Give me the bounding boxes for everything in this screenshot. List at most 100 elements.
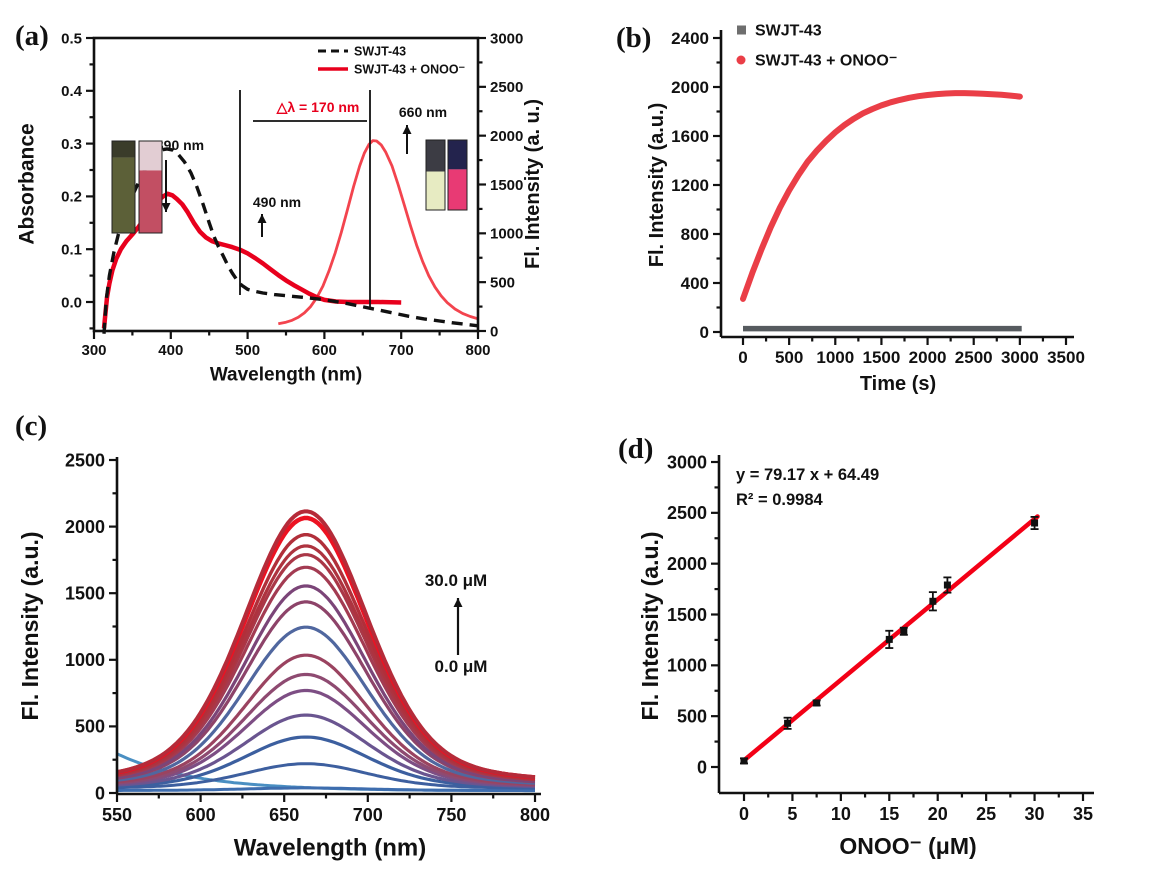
x-tick-label: 15 [879,804,899,824]
y2-tick-label: 1500 [490,177,523,194]
panel-d-chart: y = 79.17 x + 64.49 R² = 0.9984 0 5 10 15 20 25… [637,452,1094,859]
calibration-points-marker [740,757,748,765]
y2-axis-title: Fl. Intensity (a. u.) [522,99,544,269]
x-tick-label: 0 [739,804,749,824]
x-tick-label: 2000 [909,348,947,367]
y2-tick-label: 2000 [490,128,523,145]
x-tick-label: 10 [831,804,851,824]
arrow-head-icon [453,598,463,607]
spectrum-2 [117,762,535,790]
spectrum-4 [116,713,536,788]
y-axis-title: Fl. Intensity (a.u.) [17,531,43,720]
min-concentration-label: 0.0 μM [435,657,488,676]
spectrum-3 [116,735,535,789]
max-concentration-label: 30.0 μM [425,571,487,590]
arrow-head-icon [402,125,412,134]
y-tick-label: 400 [681,274,709,293]
panel-a: (a) △λ = 170 nm 390 nm 490 nm 660 nm 300 400 5… [0,0,586,400]
x-tick-label: 800 [520,805,550,825]
y-tick-label: 2000 [667,554,707,574]
calibration-points-marker [784,719,792,727]
y-tick-label: 800 [681,225,709,244]
panel-a-chart: △λ = 170 nm 390 nm 490 nm 660 nm 300 400 500 60… [15,30,544,385]
swjt43-onoo-kinetics [740,90,1023,302]
calibration-points-marker [943,581,951,589]
y-tick-label: 2400 [671,29,709,48]
y-tick-label: 0.2 [61,189,82,206]
y2-tick-label: 3000 [490,30,523,47]
x-tick-label: 5 [787,804,797,824]
y2-tick-label: 1000 [490,226,523,243]
x-tick-label: 700 [389,342,414,359]
x-tick-label: 550 [102,805,132,825]
panel-d: (d) y = 79.17 x + 64.49 R² = 0.9984 0 5 10 15… [586,400,1173,883]
panel-b-chart: 0 500 1000 1500 2000 2500 3000 3500 Time (s) 0 400… [646,23,1085,395]
y-tick-label: 0.5 [61,30,82,47]
swjt43-onoo-absorbance [101,191,402,329]
y-tick-label: 500 [75,717,105,737]
r-squared-label: R² = 0.9984 [736,491,824,509]
y-tick-label: 3000 [667,452,707,472]
fit-equation-label: y = 79.17 x + 64.49 [736,466,879,484]
y-axis-title: Absorbance [15,123,38,244]
delta-lambda-label: △λ = 170 nm [276,99,360,115]
x-tick-label: 2500 [955,348,993,367]
daylight-cuvette-photo [112,157,135,233]
x-tick-label: 30 [1025,804,1045,824]
peak-490-label: 490 nm [253,194,301,210]
y-tick-label: 0 [697,757,707,777]
x-tick-label: 650 [269,805,299,825]
x-tick-label: 300 [81,342,106,359]
legend-label: SWJT-43 [755,23,822,40]
y-tick-label: 2000 [65,517,105,537]
x-tick-label: 500 [235,342,260,359]
y-tick-label: 2500 [667,503,707,523]
y-tick-label: 500 [677,706,707,726]
x-tick-label: 25 [976,804,996,824]
x-tick-label: 0 [738,348,747,367]
panel-b-label: (b) [616,22,652,54]
y-tick-label: 1200 [671,176,709,195]
legend-square-icon [737,25,746,35]
y-tick-label: 2500 [65,450,105,470]
calibration-points-marker [813,699,821,707]
x-axis-title: Wavelength (nm) [234,834,426,861]
y-tick-label: 0 [95,783,105,803]
legend-label: SWJT-43 + ONOO⁻ [755,53,897,70]
y-axis-title: Fl. Intensity (a.u.) [646,103,668,267]
spectrum-8 [116,625,536,785]
y2-tick-label: 500 [490,274,515,291]
y-tick-label: 0.1 [61,241,82,258]
arrow-head-icon [257,214,267,223]
y-tick-label: 0.4 [61,83,83,100]
x-tick-label: 1500 [863,348,901,367]
spectrum-10 [116,584,536,783]
panel-a-label: (a) [15,20,49,52]
x-tick-label: 35 [1073,804,1093,824]
calibration-points-marker [900,627,908,635]
panel-c-chart: 30.0 μM 0.0 μM 550 600 650 700 750 800 Wavelengt… [17,450,550,861]
x-tick-label: 400 [158,342,183,359]
x-axis-title: Time (s) [860,373,936,395]
x-tick-label: 600 [312,342,337,359]
calibration-points-marker [1031,519,1039,527]
daylight-cuvette-photo [139,170,162,233]
uv-cuvette-photo [448,169,467,210]
spectrum-16 [116,509,536,780]
y-tick-label: 2000 [671,78,709,97]
x-tick-label: 3000 [1001,348,1039,367]
panel-c: (c) 30.0 μM 0.0 μM 550 600 650 700 750 800 Wavel… [0,400,586,883]
uv-cuvette-photo [426,171,445,210]
x-tick-label: 750 [436,805,466,825]
x-tick-label: 600 [186,805,216,825]
y-tick-label: 1500 [667,605,707,625]
panel-c-label: (c) [15,410,48,442]
peak-390-label: 390 nm [156,137,204,153]
uv-cuvette-photo [426,140,445,172]
y-tick-label: 0.3 [61,136,82,153]
y2-tick-label: 0 [490,323,498,340]
x-tick-label: 20 [928,804,948,824]
spectrum-6 [116,672,536,787]
uv-cuvette-photo [448,140,467,170]
